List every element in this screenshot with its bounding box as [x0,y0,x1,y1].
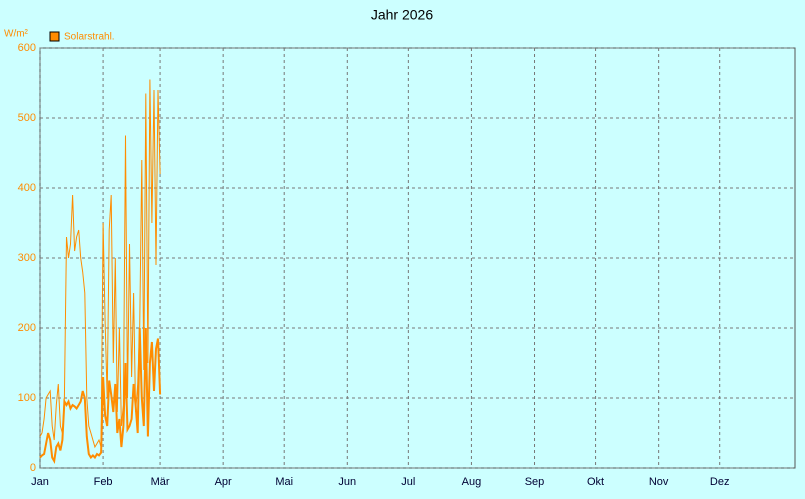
y-tick-label: 600 [18,42,36,54]
x-tick-label: Jan [31,476,49,488]
y-tick-label: 200 [18,322,36,334]
legend-label: Solarstrahl. [64,32,115,43]
x-tick-label: Jul [401,476,415,488]
y-tick-label: 500 [18,112,36,124]
legend-swatch [49,31,60,42]
y-tick-label: 100 [18,392,36,404]
x-tick-label: Dez [710,476,730,488]
x-tick-label: Feb [94,476,113,488]
x-tick-label: Aug [462,476,482,488]
x-tick-label: Nov [649,476,669,488]
y-tick-label: 400 [18,182,36,194]
y-axis-label: W/m² [4,29,29,40]
y-tick-label: 300 [18,252,36,264]
x-tick-label: Okt [587,476,604,488]
y-tick-label: 0 [30,462,36,474]
x-tick-label: Jun [338,476,356,488]
x-tick-label: Mai [275,476,293,488]
x-tick-label: Sep [525,476,545,488]
data-line [39,327,162,464]
chart-title: Jahr 2026 [371,7,433,23]
x-tick-label: Apr [215,476,232,488]
x-tick-label: Mär [151,476,170,488]
data-line [39,79,161,449]
